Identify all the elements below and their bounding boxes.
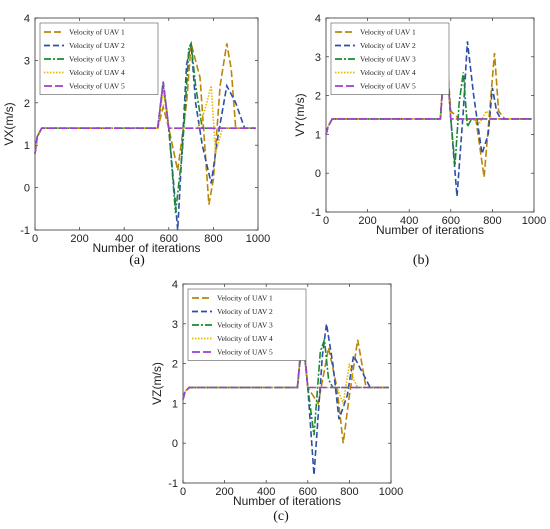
y-tick-label: -1 [20,225,30,237]
legend-label-uav-4: Velocity of UAV 4 [360,68,416,77]
y-tick-label: 2 [24,98,30,110]
y-tick-label: 4 [172,279,178,291]
x-tick-label: 600 [442,215,460,227]
y-axis-label: VZ(m/s) [150,362,164,405]
x-tick-label: 600 [299,486,317,498]
x-tick-label: 400 [400,215,418,227]
legend-label-uav-2: Velocity of UAV 2 [360,41,416,50]
y-tick-label: -1 [168,478,178,490]
legend-label-uav-5: Velocity of UAV 5 [217,348,273,357]
legend-label-uav-4: Velocity of UAV 4 [217,334,273,343]
x-tick-label: 0 [180,486,186,498]
series-line-uav-4 [182,327,389,407]
x-axis-label: Number of iterations [233,494,341,508]
legend-label-uav-2: Velocity of UAV 2 [217,307,273,316]
legend-label-uav-1: Velocity of UAV 1 [217,294,273,303]
x-axis-label: Number of iterations [92,241,200,255]
y-tick-label: 2 [315,91,321,103]
x-tick-label: 400 [257,486,275,498]
x-tick-label: 1000 [246,233,270,245]
panel-caption: (b) [413,253,430,268]
series-line-uav-5 [182,327,389,400]
x-tick-label: 1000 [522,215,546,227]
legend-label-uav-4: Velocity of UAV 4 [69,68,125,77]
legend-label-uav-3: Velocity of UAV 3 [360,55,416,64]
legend-label-uav-3: Velocity of UAV 3 [217,321,273,330]
legend-label-uav-1: Velocity of UAV 1 [360,28,416,37]
x-tick-label: 400 [115,233,133,245]
x-tick-label: 200 [358,215,376,227]
x-axis-label: Number of iterations [376,223,484,237]
y-tick-label: -1 [311,207,321,219]
x-tick-label: 800 [483,215,501,227]
x-tick-label: 800 [204,233,222,245]
y-tick-label: 0 [315,168,321,180]
x-tick-label: 200 [215,486,233,498]
y-tick-label: 3 [315,52,321,64]
y-tick-label: 1 [315,129,321,141]
x-tick-label: 1000 [379,486,403,498]
x-tick-label: 0 [32,233,38,245]
y-tick-label: 1 [24,140,30,152]
legend-label-uav-1: Velocity of UAV 1 [69,28,125,37]
x-tick-label: 200 [70,233,88,245]
x-tick-label: 600 [160,233,178,245]
series-line-uav-5 [325,41,532,135]
y-tick-label: 3 [24,55,30,67]
y-tick-label: 0 [24,183,30,195]
series-line-uav-3 [182,335,389,436]
legend-label-uav-5: Velocity of UAV 5 [69,82,125,91]
x-tick-label: 800 [340,486,358,498]
legend-label-uav-3: Velocity of UAV 3 [69,55,125,64]
y-tick-label: 4 [24,13,30,25]
series-line-uav-5 [34,81,256,154]
y-axis-label: VX(m/s) [2,102,16,145]
panel-caption: (c) [273,509,289,524]
legend-label-uav-2: Velocity of UAV 2 [69,41,125,50]
series-line-uav-2 [325,41,532,197]
y-tick-label: 2 [172,359,178,371]
y-tick-label: 4 [315,13,321,25]
panel-caption: (a) [129,253,145,268]
x-tick-label: 0 [323,215,329,227]
legend-label-uav-5: Velocity of UAV 5 [360,82,416,91]
y-tick-label: 1 [172,398,178,410]
y-tick-label: 0 [172,438,178,450]
series-line-uav-3 [34,40,256,214]
y-axis-label: VY(m/s) [293,93,307,136]
y-tick-label: 3 [172,319,178,331]
